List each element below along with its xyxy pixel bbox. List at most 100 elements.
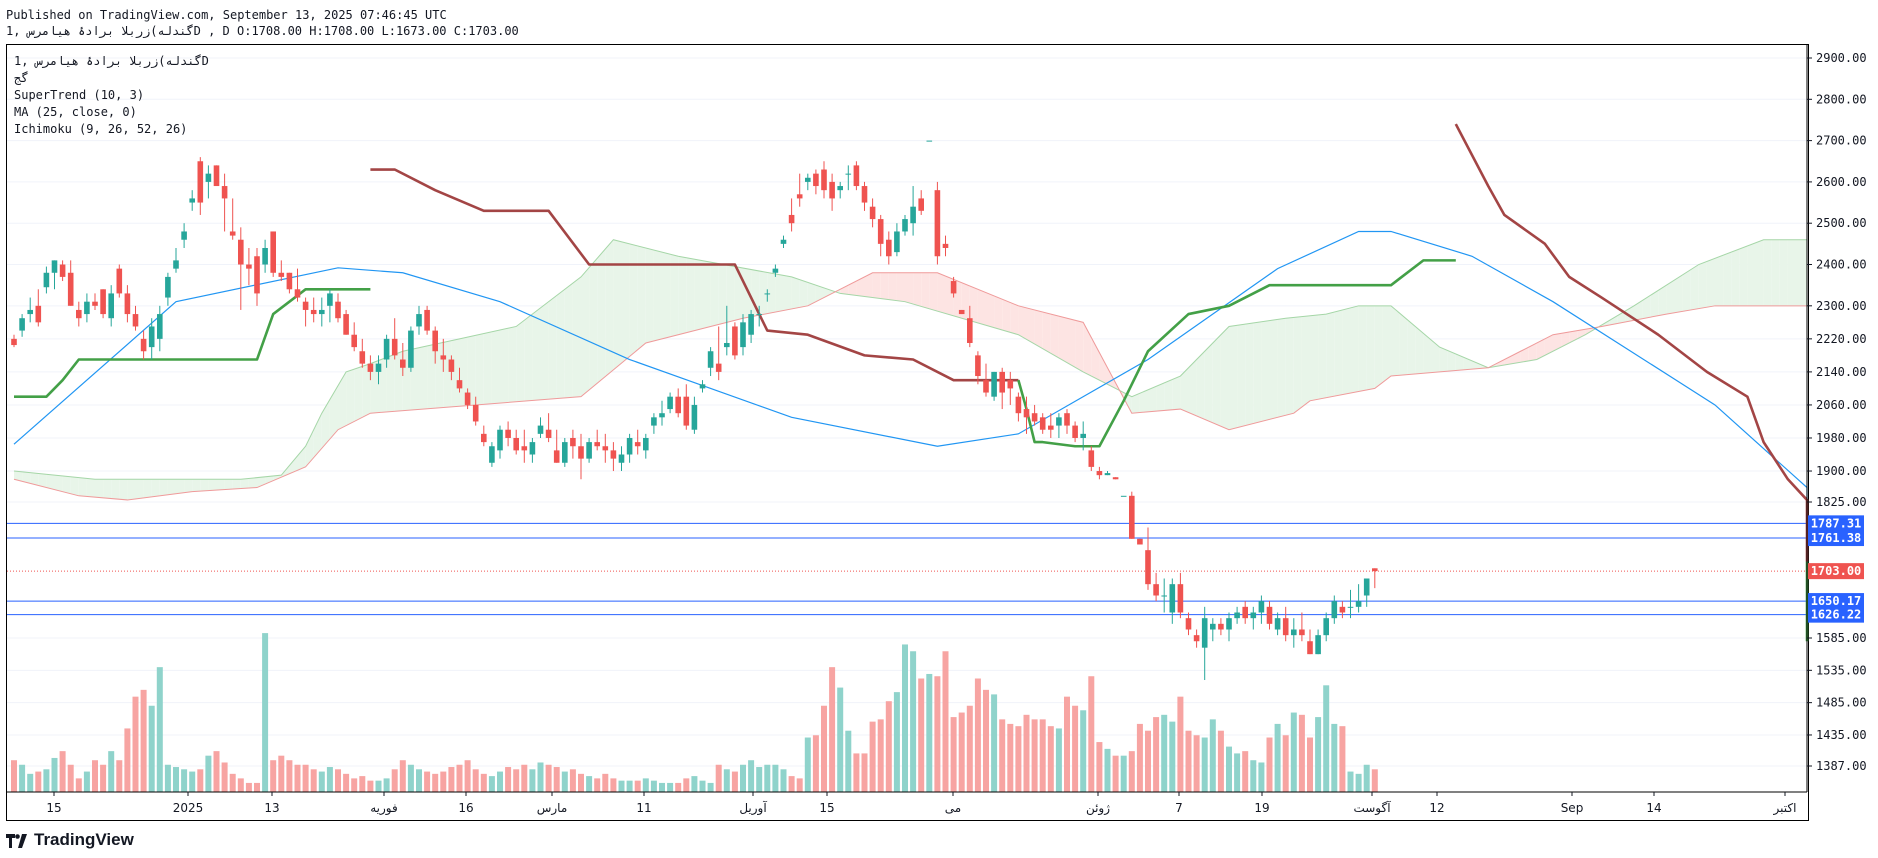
- cloud-segment: [30, 472, 39, 486]
- candle: [1226, 612, 1232, 642]
- volume-bar: [440, 771, 447, 792]
- cloud-segment: [694, 259, 703, 331]
- volume-bar: [1347, 771, 1354, 792]
- candle: [529, 437, 536, 463]
- candle-body: [173, 260, 179, 269]
- candle: [643, 433, 649, 459]
- candle: [983, 363, 989, 397]
- candle: [1177, 572, 1184, 619]
- cloud-segment: [783, 275, 792, 311]
- volume-bar: [1112, 755, 1119, 792]
- cloud-segment: [540, 301, 549, 400]
- candle: [756, 305, 762, 327]
- volume-bar: [1234, 753, 1241, 792]
- cloud-segment: [581, 267, 590, 397]
- candle-body: [829, 181, 835, 199]
- candle: [1080, 421, 1086, 451]
- cloud-segment: [613, 239, 622, 370]
- candle-body: [505, 429, 511, 438]
- candle-body: [610, 450, 617, 459]
- candle-body: [1056, 417, 1062, 426]
- candle-body: [748, 314, 754, 335]
- candle: [1023, 396, 1030, 434]
- volume-bar: [1088, 676, 1095, 792]
- volume-bar: [67, 764, 74, 792]
- candle-body: [926, 140, 933, 142]
- candle-body: [659, 413, 665, 418]
- candle: [1282, 606, 1289, 642]
- cloud-segment: [1358, 305, 1367, 392]
- volume-bar: [1323, 685, 1330, 792]
- volume-bar: [1023, 714, 1030, 792]
- cloud-segment: [313, 413, 322, 458]
- candle: [934, 181, 941, 265]
- cloud-segment: [1010, 302, 1019, 335]
- candle-body: [157, 314, 163, 339]
- candle: [1266, 601, 1273, 630]
- candle: [999, 367, 1005, 410]
- legend-supertrend[interactable]: SuperTrend (10, 3): [14, 88, 145, 102]
- ma-line: [13, 230, 1808, 602]
- candle: [375, 355, 382, 385]
- cloud-segment: [1723, 252, 1732, 306]
- volume-bar: [853, 753, 860, 792]
- candle-body: [521, 446, 528, 451]
- volume-bar: [958, 712, 965, 792]
- cloud-segment: [354, 366, 363, 422]
- cloud-segment: [767, 272, 776, 314]
- chart-pane[interactable]: [6, 44, 1809, 821]
- cloud-segment: [564, 283, 573, 398]
- volume-bar: [1226, 746, 1232, 792]
- candle-body: [756, 314, 762, 316]
- candle: [359, 338, 366, 368]
- cloud-segment: [840, 285, 849, 295]
- candle-body: [1250, 612, 1257, 619]
- candle: [845, 165, 852, 191]
- candle-body: [489, 446, 495, 463]
- cloud-segment: [419, 345, 428, 410]
- candle: [1120, 495, 1127, 497]
- cloud-segment: [629, 243, 638, 357]
- candle-body: [618, 454, 625, 463]
- volume-bar: [391, 769, 398, 792]
- candle: [270, 231, 276, 277]
- cloud-segment: [1682, 269, 1691, 312]
- candle: [1064, 409, 1070, 434]
- cloud-segment: [1212, 334, 1221, 427]
- candle-body: [432, 330, 438, 352]
- candle-body: [1169, 584, 1176, 613]
- candle-body: [1299, 629, 1305, 636]
- candle-body: [1153, 584, 1159, 596]
- cloud-segment: [1172, 376, 1181, 410]
- candle-body: [942, 243, 949, 248]
- span-b-line: [13, 272, 1808, 501]
- candle: [1291, 618, 1297, 648]
- volume-bar: [278, 755, 285, 792]
- candle: [35, 289, 42, 327]
- supertrend-down-line: [1454, 123, 1809, 562]
- legend-ma[interactable]: MA (25, close, 0): [14, 105, 137, 119]
- time-tick-label: ژوئن: [1086, 801, 1110, 816]
- volume-bars: [11, 633, 1378, 792]
- price-tick-label: 2300.00: [1816, 299, 1867, 313]
- candle: [1347, 589, 1354, 619]
- candle: [724, 305, 730, 356]
- candle-body: [238, 239, 244, 265]
- tradingview-logo[interactable]: TradingView: [6, 829, 134, 851]
- candle: [1185, 612, 1192, 636]
- candle-body: [11, 338, 17, 346]
- candle: [618, 446, 625, 472]
- cloud-segment: [759, 271, 768, 316]
- cloud-segment: [961, 282, 970, 321]
- candle: [1145, 527, 1151, 590]
- volume-bar: [108, 751, 115, 792]
- volume-bar: [1217, 730, 1224, 792]
- cloud-segment: [22, 471, 31, 484]
- legend-symbol[interactable]: گندله)زربلا برادۀ هیامرس ,1D: [14, 54, 209, 68]
- candle-body: [1323, 618, 1329, 636]
- candle: [59, 260, 66, 282]
- candle-body: [594, 442, 600, 447]
- legend-ichimoku[interactable]: Ichimoku (9, 26, 52, 26): [14, 122, 188, 136]
- candle: [626, 433, 633, 463]
